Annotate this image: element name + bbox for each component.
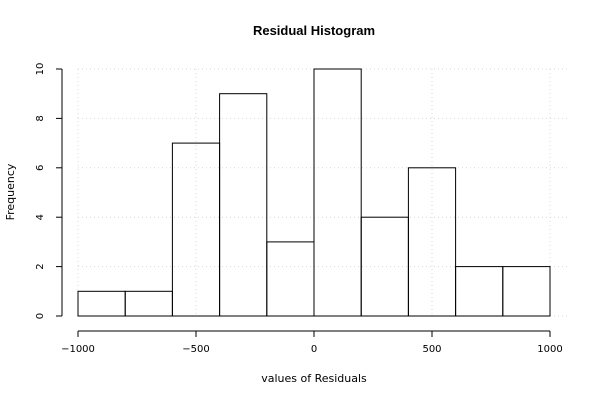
x-tick-label: 1000 (537, 344, 562, 355)
histogram-bar (502, 266, 551, 317)
x-axis: −1000 −500 0 500 1000 (61, 330, 563, 355)
histogram-bars (77, 68, 551, 317)
histogram-bar (313, 68, 362, 317)
y-tick-label: 8 (35, 115, 46, 121)
histogram-bar (407, 167, 457, 317)
y-tick-label: 10 (35, 63, 46, 76)
y-tick-label: 6 (35, 165, 46, 171)
x-tick-label: 0 (311, 344, 317, 355)
histogram-bar (266, 241, 315, 317)
histogram-bar (219, 93, 268, 317)
x-tick-label: −1000 (61, 344, 95, 355)
histogram-bar (360, 216, 409, 317)
y-tick-label: 0 (35, 313, 46, 319)
x-tick-label: −500 (182, 344, 209, 355)
y-tick-label: 4 (35, 214, 46, 220)
y-axis: 0 2 4 6 8 10 (35, 63, 63, 319)
histogram-bar (124, 290, 173, 317)
y-tick-label: 2 (35, 263, 46, 269)
histogram-bar (455, 266, 504, 317)
grid-lines (77, 68, 568, 317)
x-axis-label: values of Residuals (261, 372, 367, 385)
y-axis-label: Frequency (4, 163, 17, 220)
x-tick-label: 500 (422, 344, 441, 355)
histogram-bar (77, 290, 126, 317)
chart-title: Residual Histogram (253, 23, 375, 38)
